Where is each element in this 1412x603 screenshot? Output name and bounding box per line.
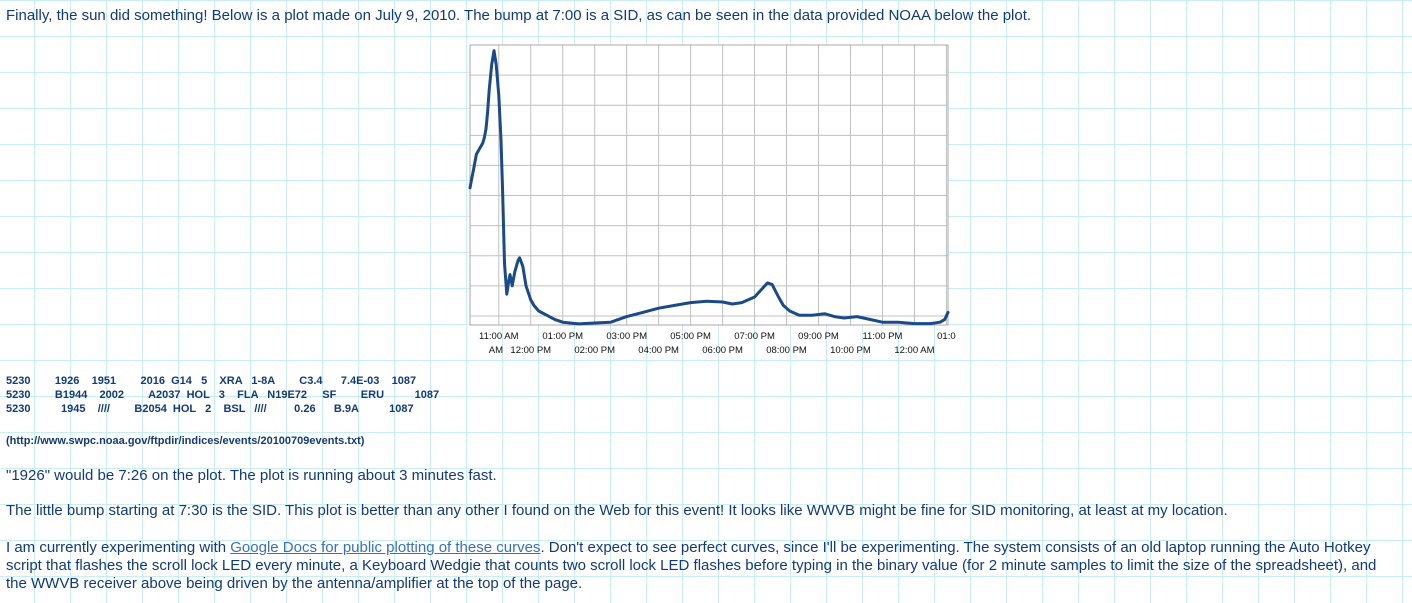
x-tick-label-lower: 06:00 PM <box>702 345 743 356</box>
paragraph-experiment: I am currently experimenting with Google… <box>6 539 1401 593</box>
series-line-0 <box>468 49 950 326</box>
x-tick-label-upper: 11:00 AM <box>479 331 519 342</box>
intro-text: Finally, the sun did something! Below is… <box>6 7 1032 24</box>
noaa-events-table: 5230 1926 1951 2016 G14 5 XRA 1-8A C3.4 … <box>6 374 439 416</box>
x-tick-label-upper: 01:00 PM <box>542 331 583 342</box>
paragraph-experiment-end: . Don't expect to see perfect curves, si… <box>6 539 1377 592</box>
paragraph-experiment-start: I am currently experimenting with <box>6 539 231 556</box>
x-tick-label-lower: 10:00 PM <box>830 345 871 356</box>
paragraph-sid: The little bump starting at 7:30 is the … <box>6 502 1228 519</box>
x-tick-label-lower: 02:00 PM <box>574 345 615 356</box>
plot-area <box>470 45 948 325</box>
x-tick-label-lower: 04:00 PM <box>638 345 679 356</box>
x-tick-label-upper: 11:00 PM <box>862 331 902 342</box>
x-tick-label-upper: 03:00 PM <box>606 331 647 342</box>
sid-plot-chart: 11:00 AM 01:00 PM 03:00 PM 05:00 PM 07:00 PM… <box>468 44 956 356</box>
x-tick-label-upper: 09:00 PM <box>798 331 839 342</box>
x-tick-label-upper: 05:00 PM <box>670 331 711 342</box>
x-tick-label-lower: 12:00 AM <box>894 345 934 356</box>
events-source-url: (http://www.swpc.noaa.gov/ftpdir/indices… <box>6 435 365 447</box>
x-tick-label-upper: 07:00 PM <box>734 331 775 342</box>
paragraph-timing: "1926" would be 7:26 on the plot. The pl… <box>6 467 497 484</box>
google-docs-link[interactable]: Google Docs for public plotting of these… <box>230 539 541 556</box>
event-row-1: 5230 1926 1951 2016 G14 5 XRA 1-8A C3.4 … <box>6 375 417 387</box>
event-row-3: 5230 1945 //// B2054 HOL 2 BSL //// 0.26… <box>6 403 414 415</box>
x-tick-label-lower: 08:00 PM <box>766 345 807 356</box>
event-row-2: 5230 B1944 2002 A2037 HOL 3 FLA N19E72 S… <box>6 389 440 401</box>
x-tick-label-upper: 01:0 <box>937 331 956 342</box>
x-tick-label-lower: AM <box>489 345 503 356</box>
x-tick-label-lower: 12:00 PM <box>510 345 551 356</box>
